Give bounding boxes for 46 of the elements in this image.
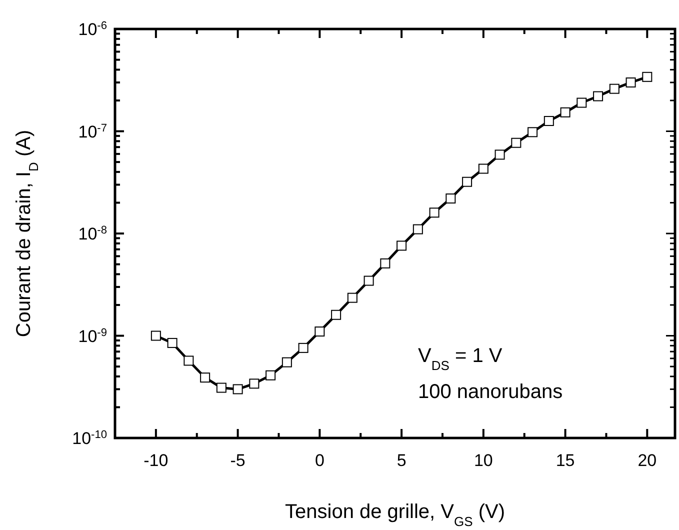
point — [576, 98, 587, 108]
x-tick-label: 0 — [314, 451, 324, 470]
point — [347, 292, 358, 303]
point — [266, 370, 276, 380]
y-tick-label: 10$^{-10}$ — [72, 429, 107, 448]
point — [412, 224, 423, 234]
point — [626, 77, 636, 88]
x-axis-title: Tension de grille, V$_{GS}$ (V) — [285, 501, 505, 528]
point — [544, 116, 554, 126]
point — [429, 208, 440, 218]
point — [642, 72, 652, 82]
point — [150, 330, 161, 341]
point — [232, 384, 243, 394]
x-tick-label: 5 — [396, 451, 406, 470]
y-tick-label: 10$^{-8}$ — [78, 224, 107, 244]
point — [494, 150, 505, 160]
point — [528, 127, 538, 138]
y-tick-label: 10$^{-6}$ — [78, 20, 107, 39]
point — [314, 326, 325, 337]
y-tick-label: 10$^{-7}$ — [78, 122, 107, 142]
point — [331, 310, 342, 320]
annotation: V$_{DS}$ = 1 V — [418, 345, 503, 372]
point — [511, 138, 522, 148]
annotation: 100 nanorubans — [418, 381, 563, 403]
point — [593, 91, 604, 102]
point — [396, 240, 407, 251]
x-tick-label: -5 — [230, 451, 246, 470]
point — [298, 342, 308, 353]
x-tick-label: 15 — [556, 451, 575, 470]
x-tick-label: -10 — [144, 451, 168, 470]
point — [478, 164, 488, 174]
x-tick-label: 10 — [474, 451, 493, 470]
y-tick-label: 10$^{-9}$ — [78, 326, 107, 346]
point — [462, 176, 472, 187]
point — [380, 258, 390, 268]
point — [446, 193, 456, 204]
x-tick-label: 20 — [638, 451, 657, 470]
point — [282, 357, 292, 368]
point — [216, 382, 226, 393]
point — [200, 372, 210, 383]
point — [609, 84, 620, 94]
point — [167, 338, 178, 348]
point — [364, 276, 374, 286]
point — [560, 107, 570, 118]
point — [184, 356, 194, 366]
point — [249, 378, 260, 389]
